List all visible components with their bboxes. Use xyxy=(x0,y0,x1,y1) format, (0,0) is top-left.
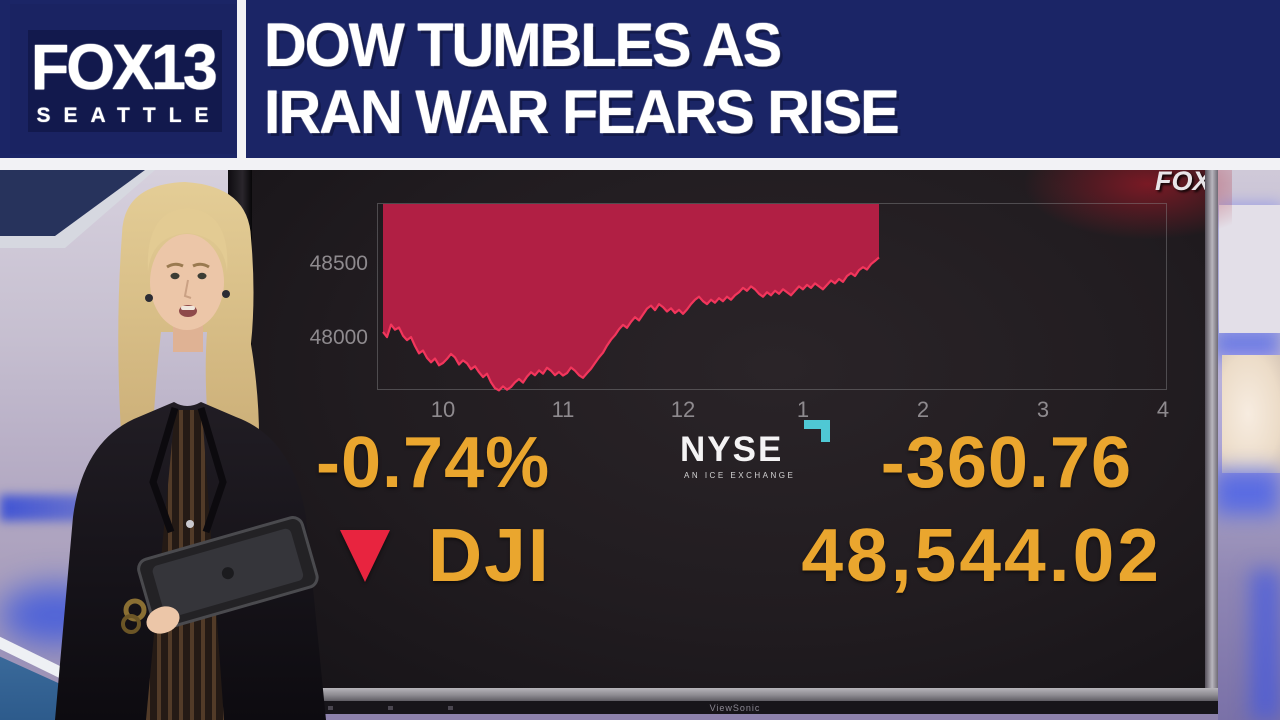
y-tick-48000: 48000 xyxy=(309,325,368,349)
anchor-brow-left xyxy=(166,262,184,269)
right-wall-blue-glow-mid xyxy=(1213,470,1280,515)
anchor-brow-right xyxy=(192,262,210,269)
nyse-logo: NYSE AN ICE EXCHANGE xyxy=(680,420,830,480)
headline-banner: FOX13 SEATTLE DOW TUMBLES AS IRAN WAR FE… xyxy=(0,0,1280,158)
dji-intraday-chart: 48500 48000 10 11 12 1 2 3 4 xyxy=(310,203,1169,422)
floor-strip xyxy=(228,714,1218,720)
station-logo-backplate xyxy=(28,30,222,132)
x-tick-10: 10 xyxy=(430,397,456,422)
bezel-buttons xyxy=(268,706,468,710)
anchor-fringe xyxy=(147,208,228,272)
anchor-earring-left xyxy=(145,294,153,302)
headline-text: DOW TUMBLES AS IRAN WAR FEARS RISE xyxy=(264,11,900,146)
display-screen: FOX 48500 48000 10 11 12 1 2 3 4 -0.74% NYSE AN… xyxy=(228,166,1232,720)
last-price-value: 48,544.02 xyxy=(801,513,1162,597)
x-tick-3: 3 xyxy=(1036,397,1050,422)
y-tick-48500: 48500 xyxy=(309,251,368,275)
screen-bottom-strip: ViewSonic xyxy=(252,701,1218,714)
x-tick-2: 2 xyxy=(916,397,930,422)
anchor-teeth xyxy=(181,306,195,310)
screen-red-glow xyxy=(1022,170,1232,240)
down-triangle-icon xyxy=(340,530,390,582)
right-wall-blue-glow-bottom xyxy=(1251,570,1280,720)
banner-divider xyxy=(237,0,246,158)
x-tick-1: 1 xyxy=(796,397,810,422)
right-wall xyxy=(1213,170,1280,720)
anchor-tablet xyxy=(137,516,319,631)
point-change-value: -360.76 xyxy=(880,423,1132,503)
ticker-symbol: DJI xyxy=(428,513,551,597)
anchor-hand xyxy=(146,606,180,634)
anchor-lapel-left xyxy=(149,407,179,534)
anchor-nose xyxy=(183,279,192,299)
anchor-eye-left xyxy=(170,272,180,280)
studio-scene: FOX 48500 48000 10 11 12 1 2 3 4 -0.74% NYSE AN… xyxy=(0,166,1280,720)
station-logo: FOX13 SEATTLE xyxy=(10,4,236,154)
headline-line-2: IRAN WAR FEARS RISE xyxy=(264,78,900,146)
fox-network-watermark: FOX xyxy=(1155,166,1211,196)
nyse-corner-mark-icon xyxy=(804,420,830,442)
anchor-bracelet-2 xyxy=(121,614,141,634)
anchor-jacket-pin xyxy=(186,520,194,528)
chart-area-fill xyxy=(383,204,879,391)
banner-underline xyxy=(0,158,1280,170)
x-tick-12: 12 xyxy=(670,397,696,422)
chart-price-line xyxy=(382,256,880,392)
anchor-lapel-right xyxy=(197,407,227,534)
anchor-eye-right xyxy=(197,272,207,280)
x-tick-11: 11 xyxy=(551,397,575,422)
right-wall-blue-glow-top xyxy=(1213,330,1280,358)
screen-surface: FOX 48500 48000 10 11 12 1 2 3 4 -0.74% NYSE AN… xyxy=(252,166,1232,688)
nyse-tagline: AN ICE EXCHANGE xyxy=(684,471,796,480)
headline-line-1: DOW TUMBLES AS xyxy=(264,11,782,79)
station-city-text: SEATTLE xyxy=(36,104,222,127)
screen-right-frame xyxy=(1205,170,1218,714)
nyse-wordmark: NYSE xyxy=(680,430,784,469)
anchor-earring-right xyxy=(222,290,230,298)
right-wall-warm-panel xyxy=(1222,355,1280,473)
news-anchor xyxy=(55,182,326,720)
x-tick-4: 4 xyxy=(1156,397,1170,422)
percent-change-value: -0.74% xyxy=(316,423,551,503)
screen-brand-label: ViewSonic xyxy=(709,702,761,713)
chart-plot-area xyxy=(382,204,880,392)
screen-bottom-bezel xyxy=(252,688,1218,701)
station-logo-text: FOX13 xyxy=(31,31,218,103)
